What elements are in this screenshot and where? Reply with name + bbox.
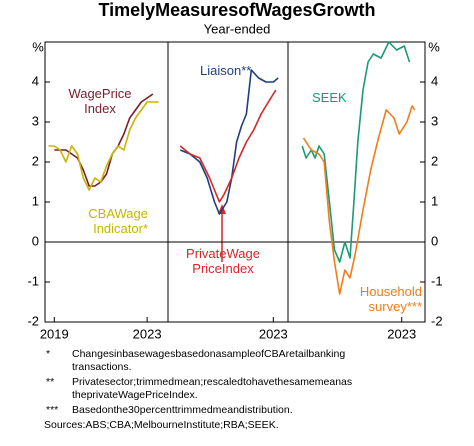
footnote-marker: *** (46, 404, 59, 416)
footnote-text: Privatesector;trimmedmean;rescaledtohave… (72, 376, 353, 401)
y-tick-label: 1 (32, 193, 39, 208)
footnote-text: Basedonthe30percenttrimmedmeandistributi… (72, 404, 293, 416)
sources: Sources:ABS;CBA;MelbourneInstitute;RBA;S… (44, 419, 279, 431)
x-tick-label: 2023 (387, 326, 416, 341)
y-unit-left: % (32, 39, 44, 54)
footnote: ** Privatesector;trimmedmean;rescaledtoha… (46, 376, 466, 402)
y-tick-label: 0 (32, 233, 39, 248)
y-tick-label: 0 (431, 233, 438, 248)
series-line (54, 93, 154, 187)
chart-title: TimelyMeasuresofWagesGrowth (98, 0, 375, 20)
footnote-text: ChangesinbasewagesbasedonasampleofCBAret… (72, 348, 346, 373)
y-tick-label: 1 (431, 193, 438, 208)
series-line (301, 41, 411, 263)
series-label: SEEK (312, 90, 347, 105)
footnotes: * ChangesinbasewagesbasedonasampleofCBAre… (44, 348, 466, 432)
series-line (48, 101, 159, 191)
y-tick-label: 3 (431, 113, 438, 128)
y-tick-label: 4 (32, 73, 39, 88)
y-tick-label: 4 (431, 73, 438, 88)
footnote-marker: * (46, 348, 51, 360)
series-line (179, 89, 277, 203)
series-line (179, 69, 279, 215)
footnote: *** Basedonthe30percenttrimmedmeandistrib… (46, 404, 466, 417)
series-line (302, 105, 416, 295)
y-tick-label: 2 (32, 153, 39, 168)
series-label: PrivateWage PriceIndex (186, 246, 260, 276)
x-tick-label: 2019 (40, 326, 69, 341)
series-label: Liaison** (200, 63, 252, 78)
x-tick-label: 2023 (259, 326, 288, 341)
plot-frame (44, 41, 426, 323)
x-tick-label: 2023 (133, 326, 162, 341)
y-tick-label: -2 (431, 313, 443, 328)
series-label: Household survey*** (359, 284, 422, 314)
y-tick-label: 2 (431, 153, 438, 168)
y-tick-label: -2 (27, 313, 39, 328)
footnote-marker: ** (46, 376, 55, 388)
footnote: * ChangesinbasewagesbasedonasampleofCBAre… (46, 348, 466, 374)
chart-subtitle: Year-ended (204, 21, 271, 36)
y-tick-label: -1 (27, 273, 39, 288)
y-tick-label: -1 (431, 273, 443, 288)
series-label: WagePrice Index (68, 86, 132, 116)
y-tick-label: 3 (32, 113, 39, 128)
y-unit-right: % (428, 39, 440, 54)
series-label: CBAWage Indicator* (88, 206, 148, 236)
